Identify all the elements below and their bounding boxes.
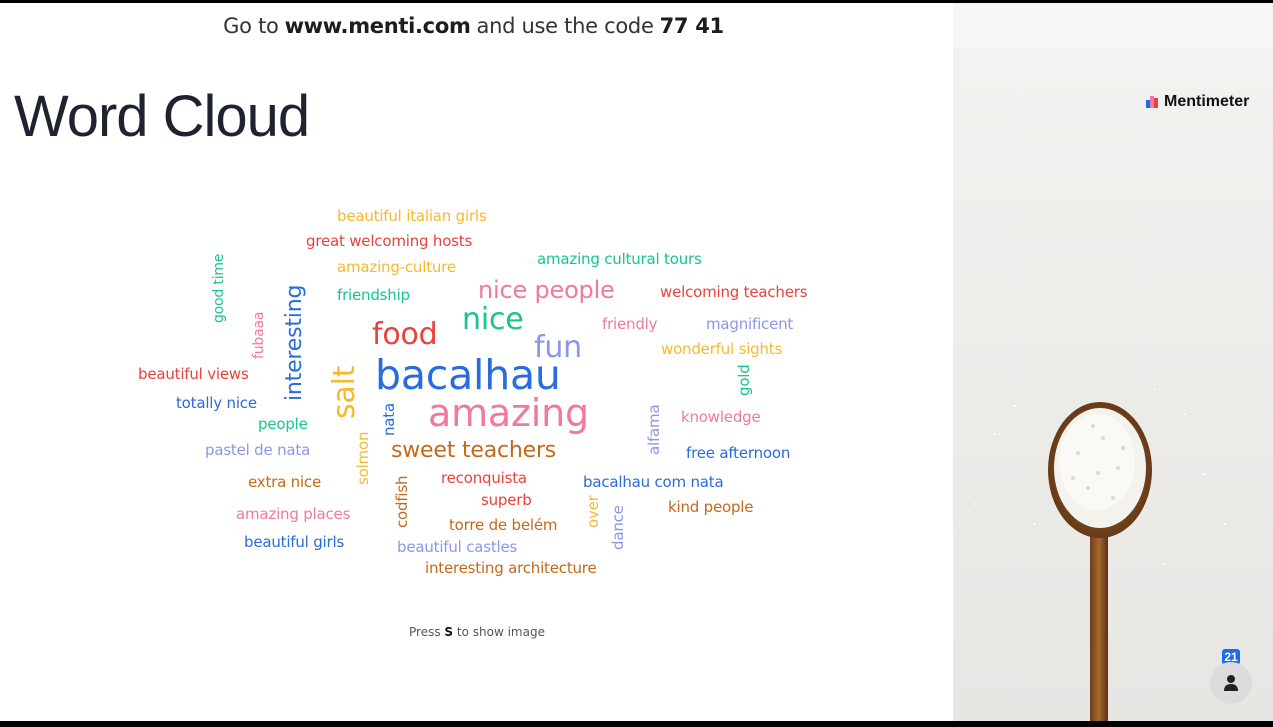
cloud-word: magnificent (706, 315, 794, 333)
cloud-word: interesting (282, 284, 307, 401)
cloud-word: beautiful girls (244, 533, 345, 551)
cloud-word: over (584, 495, 602, 528)
cloud-word: interesting architecture (425, 559, 597, 577)
cloud-word: bacalhau (375, 351, 561, 399)
cloud-word: extra nice (248, 473, 322, 491)
cloud-word: good time (211, 253, 227, 323)
cloud-word: amazing (428, 391, 589, 435)
cloud-word: nata (380, 403, 398, 436)
cloud-word: great welcoming hosts (306, 232, 473, 250)
cloud-word: alfama (645, 404, 663, 455)
cloud-word: totally nice (176, 394, 257, 412)
cloud-word: dance (609, 505, 627, 550)
cloud-word: amazing places (236, 505, 351, 523)
participants-button[interactable] (1210, 662, 1252, 704)
show-image-hint: Press S to show image (409, 625, 545, 639)
cloud-word: amazing cultural tours (537, 250, 702, 268)
cloud-word: reconquista (441, 469, 527, 487)
presentation-stage: Go to www.menti.com and use the code 77 … (0, 3, 1273, 721)
cloud-word: fun (534, 330, 582, 365)
join-url[interactable]: www.menti.com (284, 14, 471, 38)
cloud-word: free afternoon (686, 444, 791, 462)
cloud-word: torre de belém (449, 516, 558, 534)
cloud-word: solmon (354, 431, 372, 485)
cloud-word: beautiful castles (397, 538, 518, 556)
join-prefix: Go to (223, 14, 279, 38)
word-cloud: beautiful italian girls great welcoming h… (0, 3, 953, 721)
mentimeter-logo-icon (1146, 96, 1159, 108)
cloud-word: sweet teachers (391, 438, 557, 463)
cloud-word: amazing-culture (337, 258, 456, 276)
cloud-word: nice people (478, 276, 615, 304)
side-panel: Mentimeter (953, 3, 1273, 721)
cloud-word: codfish (393, 475, 411, 528)
rice-spoon-image (1048, 402, 1152, 721)
cloud-word: nice (462, 302, 524, 337)
brand-name: Mentimeter (1164, 93, 1250, 110)
cloud-word: friendly (602, 315, 658, 333)
cloud-word: wonderful sights (661, 340, 783, 358)
cloud-word: kind people (668, 498, 754, 516)
cloud-word: gold (735, 364, 753, 396)
side-panel-header (953, 3, 1273, 48)
cloud-word: people (258, 415, 308, 433)
cloud-word: pastel de nata (205, 441, 311, 459)
cloud-word: knowledge (681, 408, 761, 426)
cloud-word: welcoming teachers (660, 283, 808, 301)
cloud-word: friendship (337, 286, 410, 304)
cloud-word: beautiful italian girls (337, 207, 487, 225)
hint-before: Press (409, 625, 441, 639)
join-middle: and use the code (476, 14, 654, 38)
cloud-word: bacalhau com nata (583, 473, 724, 491)
mentimeter-logo: Mentimeter (1146, 93, 1249, 111)
cloud-word: beautiful views (138, 365, 249, 383)
join-instructions: Go to www.menti.com and use the code 77 … (0, 3, 953, 49)
slide-title: Word Cloud (14, 84, 310, 149)
user-icon (1224, 675, 1238, 691)
hint-after: to show image (456, 625, 545, 639)
participant-count-badge: 21 (1222, 649, 1240, 665)
cloud-word: food (372, 317, 438, 352)
hint-key: S (444, 625, 454, 639)
cloud-word: fubaaa (251, 311, 267, 359)
cloud-word: superb (481, 491, 532, 509)
cloud-word: salt (327, 365, 362, 419)
join-code: 77 41 (659, 14, 725, 38)
